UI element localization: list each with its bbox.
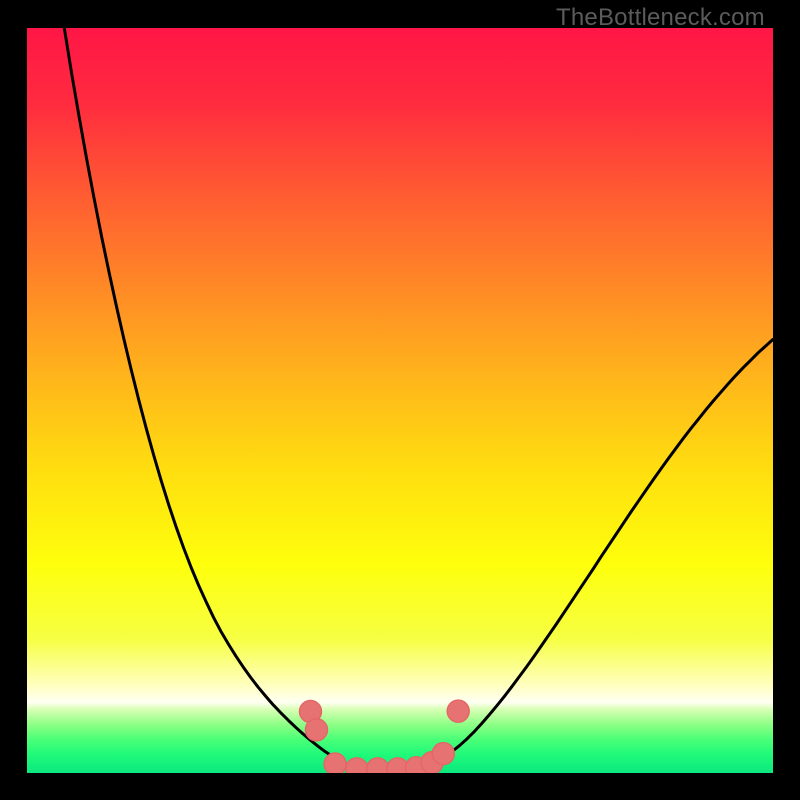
marker-dot (346, 758, 368, 773)
marker-dot (447, 700, 469, 722)
watermark-text: TheBottleneck.com (556, 4, 765, 32)
chart-frame (27, 28, 773, 773)
marker-dot (432, 743, 454, 765)
marker-dot (305, 719, 327, 741)
marker-dot (367, 758, 389, 773)
plot-area (27, 28, 773, 773)
marker-dot (324, 753, 346, 773)
plot-svg (27, 28, 773, 773)
